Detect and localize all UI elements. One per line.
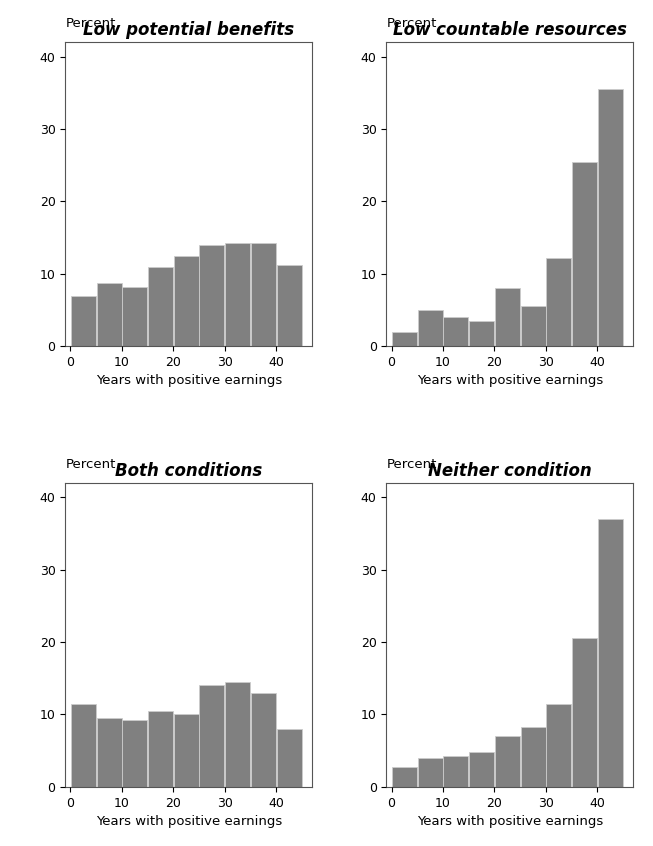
Bar	[547, 704, 571, 787]
Bar	[572, 162, 597, 346]
Bar	[547, 258, 571, 346]
X-axis label: Years with positive earnings: Years with positive earnings	[96, 815, 282, 828]
Bar	[520, 306, 545, 346]
Bar	[174, 255, 199, 346]
Bar	[443, 756, 468, 787]
Bar	[97, 283, 121, 346]
Bar	[174, 714, 199, 787]
Text: Percent: Percent	[387, 458, 437, 470]
Bar	[392, 332, 417, 346]
Text: Percent: Percent	[387, 17, 437, 30]
Bar	[199, 244, 225, 346]
Bar	[251, 693, 276, 787]
Bar	[148, 266, 173, 346]
X-axis label: Years with positive earnings: Years with positive earnings	[417, 815, 603, 828]
Bar	[469, 321, 494, 346]
Bar	[199, 685, 225, 787]
Title: Neither condition: Neither condition	[428, 462, 592, 480]
Bar	[251, 244, 276, 346]
Bar	[122, 720, 147, 787]
Text: Percent: Percent	[65, 17, 116, 30]
Bar	[418, 310, 443, 346]
X-axis label: Years with positive earnings: Years with positive earnings	[417, 375, 603, 387]
Bar	[597, 90, 623, 346]
Bar	[520, 728, 545, 787]
Bar	[495, 736, 520, 787]
X-axis label: Years with positive earnings: Years with positive earnings	[96, 375, 282, 387]
Bar	[277, 729, 302, 787]
Bar	[225, 682, 250, 787]
Bar	[443, 317, 468, 346]
Bar	[71, 704, 96, 787]
Bar	[469, 752, 494, 787]
Bar	[495, 288, 520, 346]
Bar	[392, 766, 417, 787]
Bar	[277, 265, 302, 346]
Bar	[148, 711, 173, 787]
Title: Low countable resources: Low countable resources	[393, 21, 627, 40]
Bar	[97, 718, 121, 787]
Bar	[225, 244, 250, 346]
Title: Low potential benefits: Low potential benefits	[83, 21, 295, 40]
Title: Both conditions: Both conditions	[115, 462, 263, 480]
Bar	[418, 758, 443, 787]
Bar	[71, 295, 96, 346]
Bar	[122, 287, 147, 346]
Text: Percent: Percent	[65, 458, 116, 470]
Bar	[572, 639, 597, 787]
Bar	[597, 519, 623, 787]
